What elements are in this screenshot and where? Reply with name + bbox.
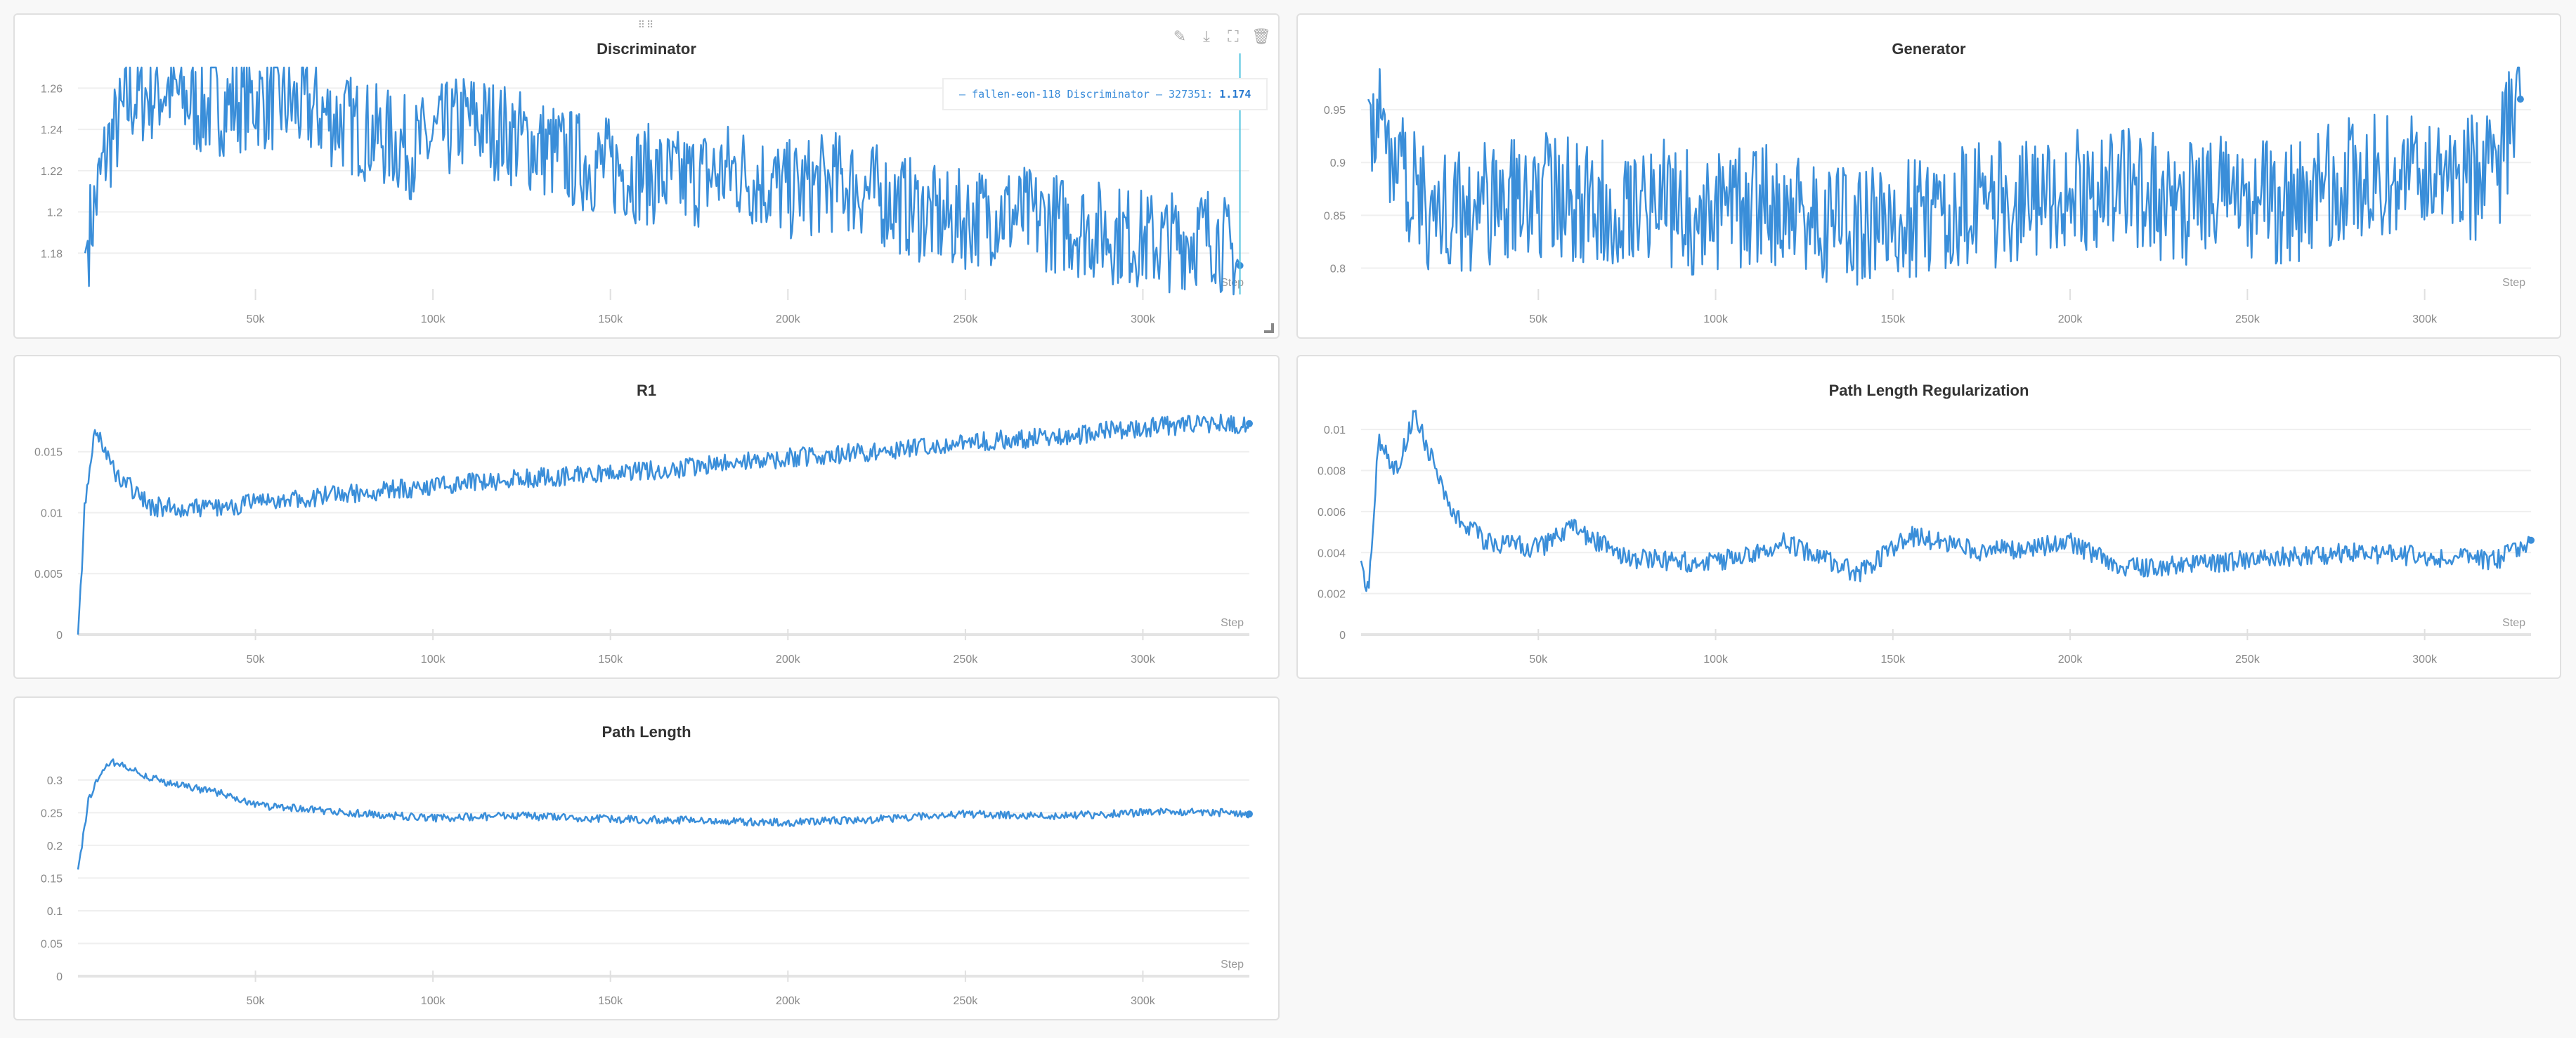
- x-axis-label: Step: [1221, 277, 1244, 289]
- x-tick-label: 150k: [1880, 654, 1906, 666]
- x-tick-label: 250k: [2235, 313, 2260, 325]
- y-tick-label: 0.9: [1330, 157, 1346, 169]
- x-tick-label: 100k: [421, 995, 446, 1007]
- y-tick-label: 0.25: [41, 807, 63, 819]
- x-axis-label: Step: [2502, 617, 2525, 629]
- y-tick-label: 0.006: [1318, 507, 1346, 519]
- y-tick-label: 0.005: [34, 569, 63, 580]
- line-chart[interactable]: 0.3 0.25 0.2 0.15 0.1 0.05 0 50k 100k 150k 200k 250…: [15, 698, 1281, 1022]
- x-tick-label: 100k: [1703, 313, 1729, 325]
- panel-discriminator: ⠿⠿ Discriminator ✎ ⤓ ⛶ 🗑 1.26 1.24 1.22 1.2…: [13, 13, 1280, 339]
- x-tick-label: 250k: [954, 313, 979, 325]
- y-tick-label: 1.24: [41, 124, 63, 136]
- panel-generator: Generator 0.95 0.9 0.85 0.8 50k 100k 150k 200k 2…: [1296, 13, 2561, 339]
- y-tick-label: 0.002: [1318, 589, 1346, 601]
- y-tick-label: 0.1: [47, 906, 63, 918]
- x-tick-label: 150k: [1880, 313, 1906, 325]
- y-tick-label: 0.8: [1330, 263, 1346, 275]
- y-tick-label: 0: [56, 630, 63, 642]
- x-tick-label: 150k: [598, 995, 623, 1007]
- fullscreen-icon[interactable]: ⛶: [1228, 27, 1239, 45]
- series-line: [1367, 66, 2522, 286]
- x-tick-label: 300k: [1131, 995, 1156, 1007]
- y-tick-label: 0.95: [1324, 105, 1346, 117]
- panel-title: Discriminator: [597, 40, 696, 58]
- line-chart[interactable]: 1.26 1.24 1.22 1.2 1.18 50k 100k 150k 200k 250k 30…: [15, 15, 1281, 340]
- x-tick-label: 50k: [247, 654, 266, 666]
- y-tick-label: 0.3: [47, 775, 63, 787]
- y-tick-label: 0.05: [41, 938, 63, 950]
- delete-icon[interactable]: 🗑: [1251, 27, 1271, 45]
- panel-toolbar: ✎ ⤓ ⛶ 🗑: [1171, 27, 1271, 46]
- last-point-marker: [1246, 420, 1253, 427]
- x-axis-label: Step: [1221, 617, 1244, 629]
- x-tick-label: 50k: [1529, 313, 1548, 325]
- y-tick-label: 1.22: [41, 166, 63, 178]
- x-tick-label: 50k: [1529, 654, 1548, 666]
- x-tick-label: 250k: [2235, 654, 2260, 666]
- hover-tooltip: — fallen-eon-118 Discriminator — 327351:…: [942, 78, 1268, 110]
- edit-icon[interactable]: ✎: [1173, 27, 1187, 45]
- series-line: [84, 66, 1241, 296]
- x-tick-label: 100k: [421, 654, 446, 666]
- x-axis-label: Step: [2502, 277, 2525, 289]
- y-tick-label: 0: [1339, 630, 1346, 642]
- y-tick-label: 0.015: [34, 447, 63, 459]
- x-tick-label: 200k: [776, 654, 801, 666]
- y-tick-label: 1.18: [41, 248, 63, 260]
- last-point-marker: [1246, 810, 1253, 818]
- line-chart[interactable]: 0.01 0.008 0.006 0.004 0.002 0 50k 100k 150k 200k…: [1298, 356, 2563, 680]
- y-tick-label: 0.004: [1318, 547, 1346, 559]
- last-point-marker: [2528, 536, 2535, 544]
- x-tick-label: 300k: [1131, 313, 1156, 325]
- x-tick-label: 100k: [421, 313, 446, 325]
- x-tick-label: 150k: [598, 313, 623, 325]
- y-tick-label: 0.01: [1324, 424, 1346, 436]
- line-chart[interactable]: 0.015 0.01 0.005 0 50k 100k 150k 200k 250k 300k St…: [15, 356, 1281, 680]
- x-tick-label: 150k: [598, 654, 623, 666]
- x-tick-label: 300k: [1131, 654, 1156, 666]
- panel-title: Path Length: [601, 723, 691, 741]
- panel-title: Path Length Regularization: [1828, 382, 2029, 399]
- series-line: [77, 413, 1251, 635]
- y-tick-label: 0: [56, 971, 63, 983]
- last-point-marker: [2516, 96, 2524, 103]
- x-tick-label: 50k: [247, 995, 266, 1007]
- x-axis-label: Step: [1221, 959, 1244, 971]
- y-tick-label: 0.15: [41, 873, 63, 885]
- resize-handle[interactable]: [1264, 323, 1274, 333]
- panel-r1: R1 0.015 0.01 0.005 0 50k 100k 150k 200k 250k 300…: [13, 355, 1280, 679]
- panel-title: R1: [636, 382, 657, 399]
- y-tick-label: 0.008: [1318, 466, 1346, 478]
- panel-title: Generator: [1892, 40, 1966, 58]
- y-tick-label: 0.85: [1324, 210, 1346, 222]
- line-chart[interactable]: 0.95 0.9 0.85 0.8 50k 100k 150k 200k 250k 300k Ste…: [1298, 15, 2563, 340]
- tooltip-label: — fallen-eon-118 Discriminator — 327351:: [959, 88, 1220, 100]
- series-line: [1360, 410, 2532, 592]
- drag-handle-icon[interactable]: ⠿⠿: [637, 19, 656, 30]
- x-tick-label: 200k: [2058, 313, 2083, 325]
- y-tick-label: 0.2: [47, 841, 63, 852]
- x-tick-label: 250k: [954, 654, 979, 666]
- tooltip-value: 1.174: [1219, 88, 1251, 100]
- panel-path-length: Path Length 0.3 0.25 0.2 0.15 0.1 0.05 0 50k 100…: [13, 696, 1280, 1020]
- download-icon[interactable]: ⤓: [1203, 27, 1210, 45]
- x-tick-label: 200k: [776, 313, 801, 325]
- y-tick-label: 1.2: [47, 207, 63, 219]
- panel-path-length-regularization: Path Length Regularization 0.01 0.008 0.00…: [1296, 355, 2561, 679]
- x-tick-label: 200k: [2058, 654, 2083, 666]
- x-tick-label: 200k: [776, 995, 801, 1007]
- y-tick-label: 1.26: [41, 83, 63, 95]
- x-tick-label: 250k: [954, 995, 979, 1007]
- series-line: [77, 758, 1251, 870]
- x-tick-label: 50k: [247, 313, 266, 325]
- x-tick-label: 300k: [2412, 313, 2438, 325]
- x-tick-label: 100k: [1703, 654, 1729, 666]
- x-tick-label: 300k: [2412, 654, 2438, 666]
- y-tick-label: 0.01: [41, 507, 63, 519]
